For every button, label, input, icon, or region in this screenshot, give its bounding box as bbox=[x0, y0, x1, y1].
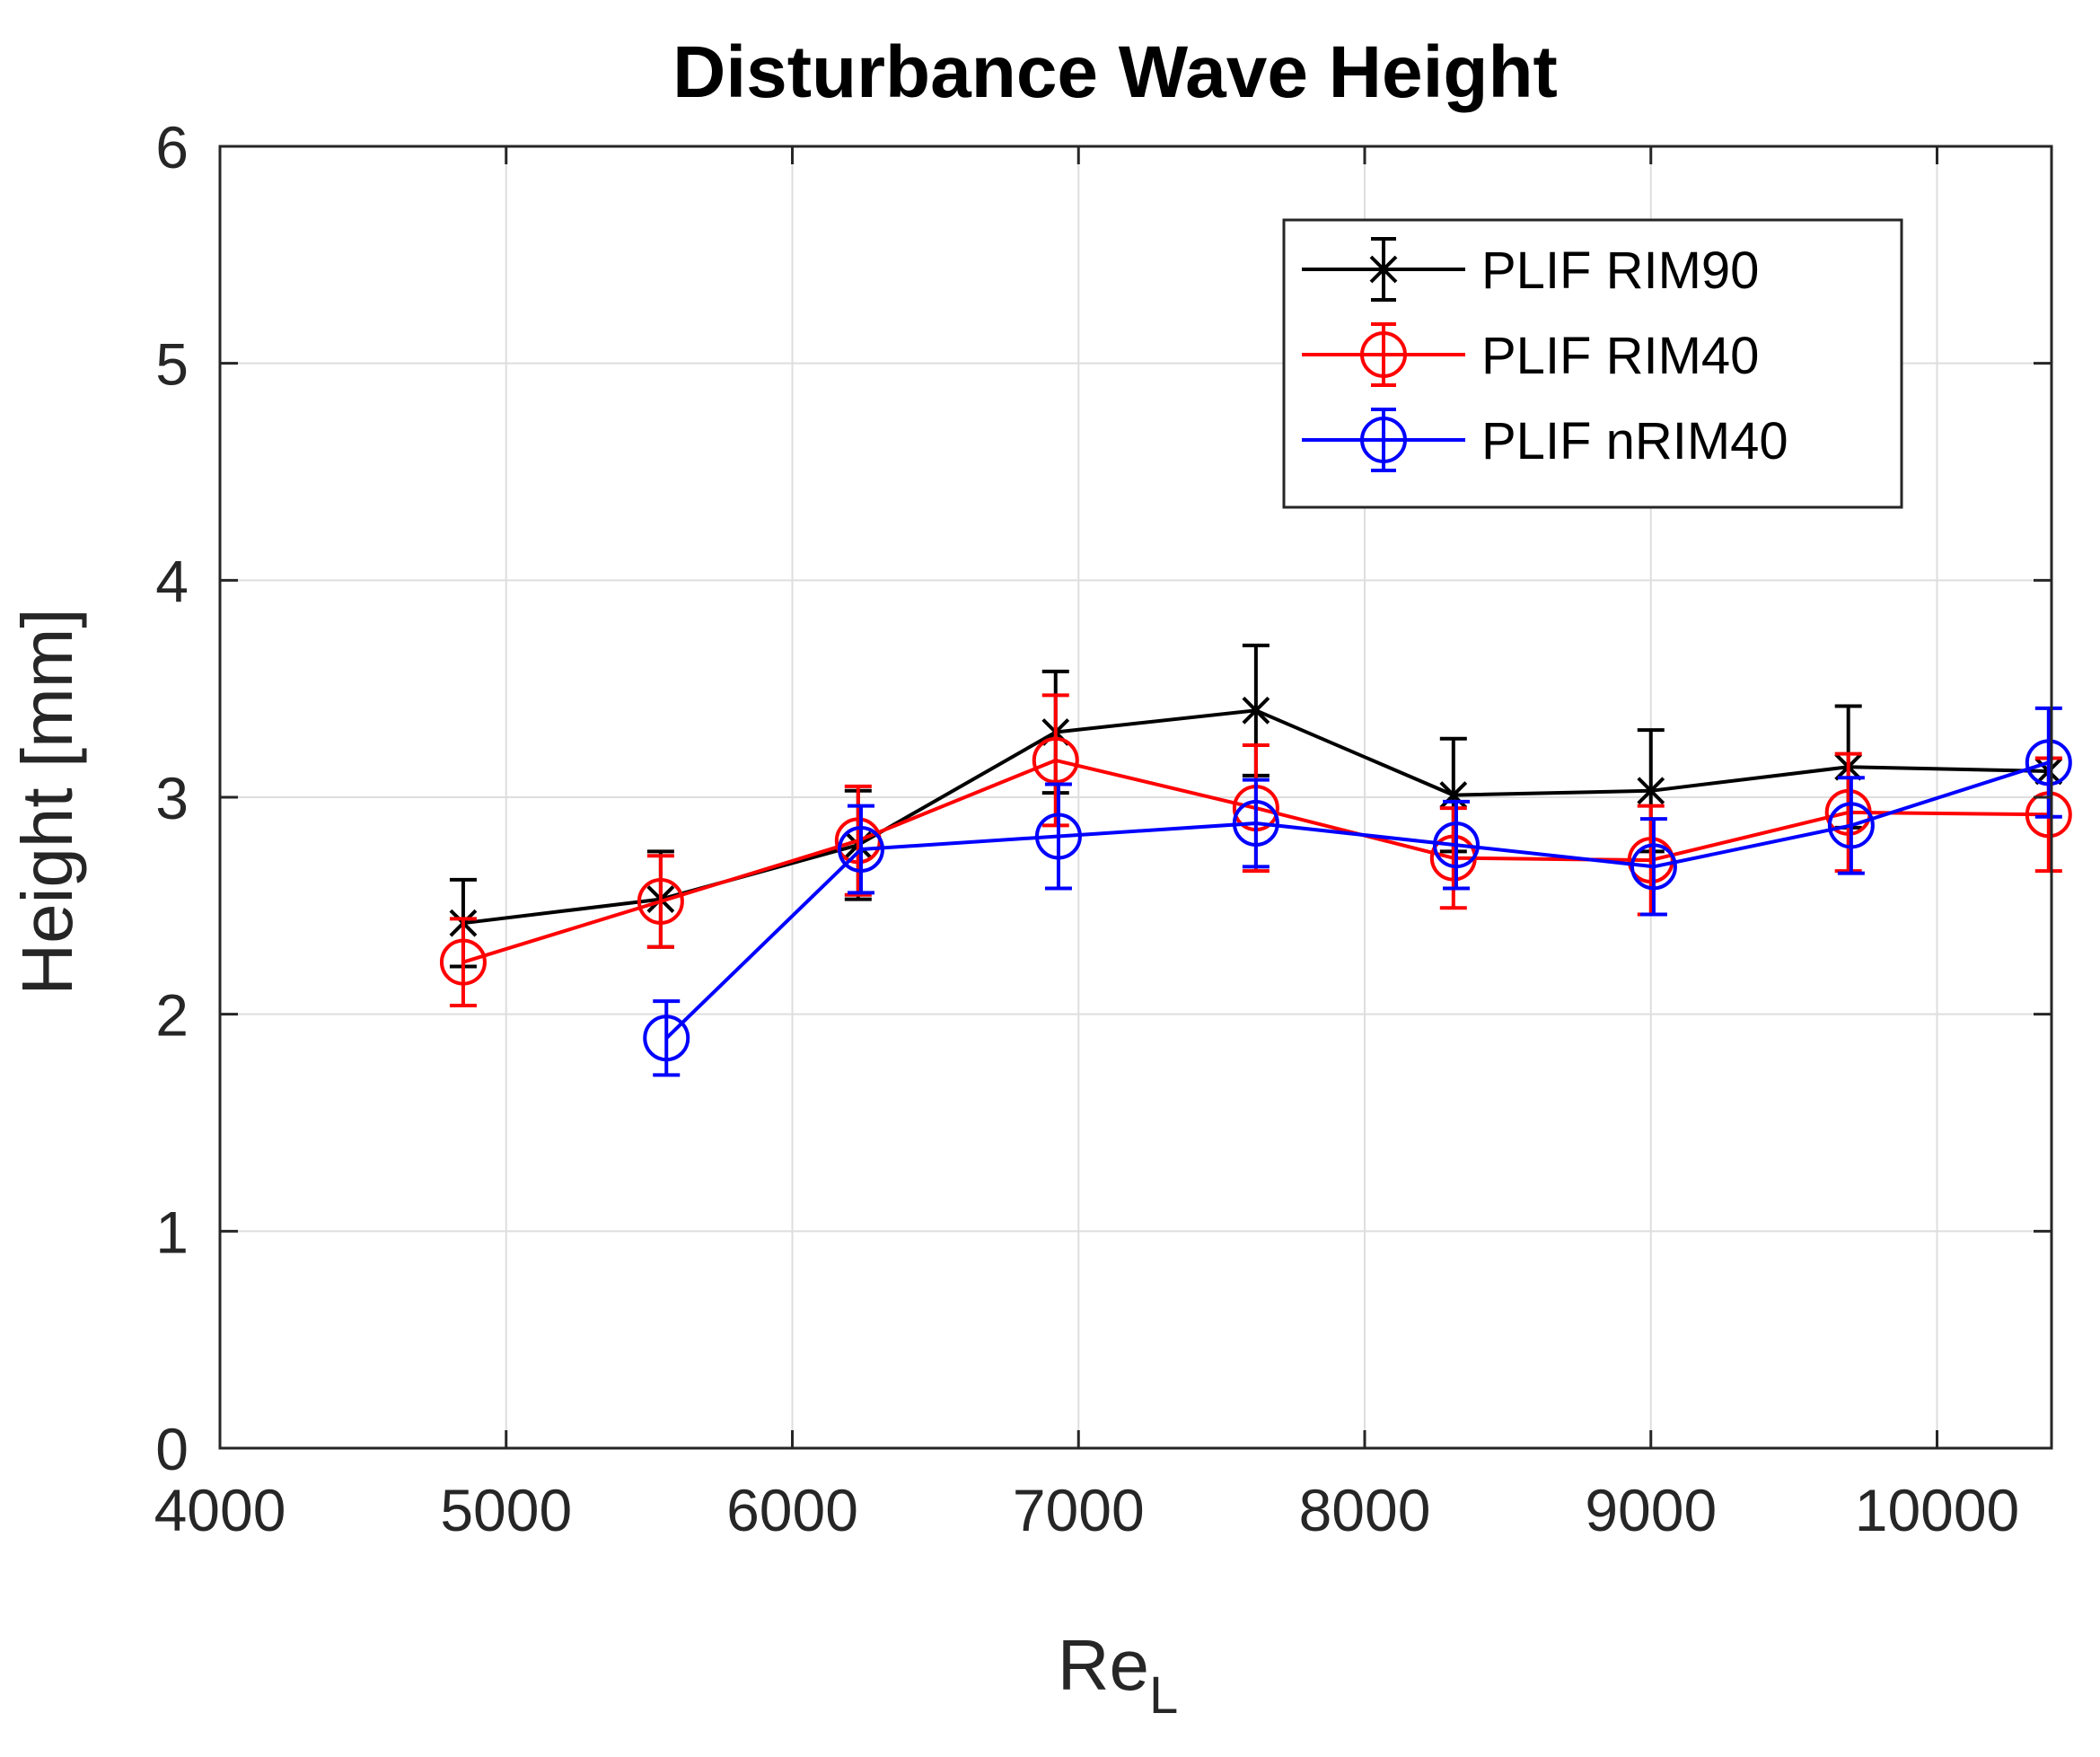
error-bar bbox=[1443, 799, 1470, 891]
data-point bbox=[1433, 821, 1480, 869]
y-tick-label: 0 bbox=[155, 1416, 189, 1482]
y-axis-label: Height [mm] bbox=[7, 608, 87, 995]
legend-marker bbox=[1369, 255, 1398, 284]
legend-entry-0: PLIF RIM90 bbox=[1302, 237, 1759, 302]
x-axis-label-subscript: L bbox=[1149, 1666, 1178, 1725]
series-line bbox=[664, 760, 2050, 1040]
x-tick-label: 8000 bbox=[1299, 1477, 1431, 1543]
error-bar bbox=[1834, 751, 1862, 874]
data-point bbox=[1630, 843, 1677, 891]
data-point bbox=[1034, 813, 1082, 860]
error-bar bbox=[1044, 782, 1072, 891]
error-bar bbox=[646, 854, 674, 949]
data-point bbox=[637, 878, 684, 925]
x-tick-label: 4000 bbox=[154, 1477, 286, 1543]
data-point-stroke bbox=[1242, 696, 1270, 725]
legend-entry-1: PLIF RIM40 bbox=[1302, 322, 1759, 387]
data-point bbox=[1627, 837, 1674, 884]
data-point bbox=[838, 826, 884, 873]
data-point bbox=[2025, 739, 2072, 786]
x-tick-label: 10000 bbox=[1855, 1477, 2020, 1543]
error-bar bbox=[1242, 777, 1270, 869]
data-point bbox=[1242, 696, 1270, 725]
data-point bbox=[643, 1015, 690, 1062]
legend-label: PLIF RIM90 bbox=[1481, 242, 1759, 300]
legend-label: PLIF nRIM40 bbox=[1481, 412, 1788, 470]
data-point bbox=[1032, 736, 1079, 784]
x-tick-label: 5000 bbox=[440, 1477, 572, 1543]
error-bar bbox=[1041, 693, 1069, 828]
error-bar bbox=[848, 804, 874, 895]
data-point bbox=[1439, 781, 1468, 809]
legend-label: PLIF RIM40 bbox=[1481, 327, 1759, 385]
legend-items: PLIF RIM90 PLIF RIM40 PLIF nRIM40 bbox=[1302, 237, 1788, 472]
series-layer bbox=[439, 643, 2072, 1077]
data-point bbox=[1827, 802, 1875, 849]
data-point-stroke bbox=[1637, 777, 1665, 805]
chart-title: Disturbance Wave Height bbox=[672, 31, 1558, 113]
error-bar bbox=[653, 999, 681, 1077]
error-bar bbox=[1639, 817, 1667, 917]
legend-marker bbox=[1360, 331, 1407, 378]
legend: PLIF RIM90 PLIF RIM40 PLIF nRIM40 bbox=[1282, 218, 1903, 509]
x-tick-label: 7000 bbox=[1013, 1477, 1145, 1543]
y-tick-label: 1 bbox=[155, 1199, 189, 1265]
legend-marker-stroke bbox=[1369, 255, 1398, 284]
x-axis-label: ReL bbox=[1058, 1625, 1179, 1725]
x-tick-label: 6000 bbox=[726, 1477, 858, 1543]
y-tick-label: 3 bbox=[155, 765, 189, 831]
legend-marker bbox=[1360, 417, 1407, 463]
y-tick-label: 6 bbox=[155, 114, 189, 180]
error-bar bbox=[1837, 776, 1865, 875]
x-tick-label: 9000 bbox=[1585, 1477, 1717, 1543]
data-point bbox=[1637, 777, 1665, 805]
axis-ticks: 4000 5000 6000 7000 8000 9000 10000 0 1 2 3 4 5 6 bbox=[154, 114, 2052, 1543]
y-tick-label: 2 bbox=[155, 982, 189, 1049]
y-tick-label: 5 bbox=[155, 331, 189, 398]
error-bar bbox=[449, 917, 477, 1007]
legend-entry-2: PLIF nRIM40 bbox=[1302, 408, 1788, 472]
x-axis-label-main: Re bbox=[1058, 1625, 1149, 1705]
data-point bbox=[439, 938, 487, 986]
y-tick-label: 4 bbox=[155, 548, 189, 614]
data-point bbox=[1232, 800, 1279, 847]
error-bar bbox=[2034, 706, 2062, 819]
series-2 bbox=[643, 706, 2072, 1077]
data-point-stroke bbox=[1439, 781, 1468, 809]
